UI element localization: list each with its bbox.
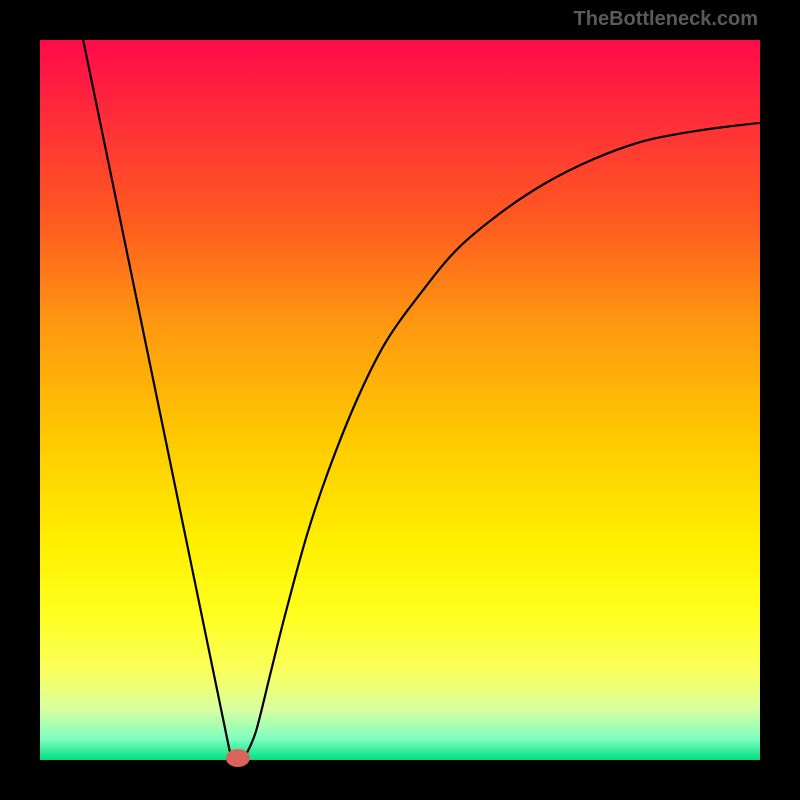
watermark-text: TheBottleneck.com <box>574 8 758 31</box>
bottleneck-curve <box>83 40 760 756</box>
curve-layer <box>40 40 760 760</box>
plot-area <box>40 40 760 760</box>
chart-container: TheBottleneck.com <box>0 0 800 800</box>
minimum-marker <box>226 749 250 767</box>
